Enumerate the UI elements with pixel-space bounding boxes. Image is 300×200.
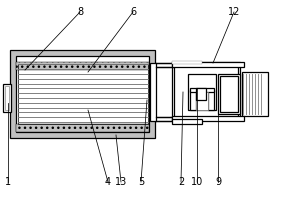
Text: 4: 4 [105, 177, 111, 187]
Text: 6: 6 [130, 7, 136, 17]
Text: 2: 2 [178, 177, 184, 187]
Text: 1: 1 [5, 177, 11, 187]
Bar [172, 119, 202, 124]
Bar [220, 76, 238, 112]
Text: 13: 13 [115, 177, 127, 187]
Bar [16, 56, 149, 132]
Bar [3, 84, 11, 112]
Bar [18, 64, 148, 124]
Bar [172, 62, 240, 120]
Text: 5: 5 [138, 177, 144, 187]
Bar [10, 50, 155, 138]
Bar [172, 116, 244, 121]
Bar [208, 90, 214, 110]
Bar [172, 61, 202, 64]
Bar [242, 72, 268, 116]
Bar [196, 88, 206, 100]
Bar [218, 74, 240, 114]
Bar [172, 62, 244, 67]
Bar [16, 124, 149, 132]
Bar [190, 90, 196, 110]
Text: 8: 8 [77, 7, 83, 17]
Bar [16, 62, 149, 70]
Text: 9: 9 [215, 177, 221, 187]
Bar [174, 64, 238, 118]
Text: 12: 12 [228, 7, 240, 17]
Bar [5, 86, 9, 110]
Bar [190, 88, 214, 92]
Bar [188, 74, 216, 110]
Text: 10: 10 [191, 177, 203, 187]
Bar [196, 92, 208, 110]
Bar [150, 63, 156, 121]
